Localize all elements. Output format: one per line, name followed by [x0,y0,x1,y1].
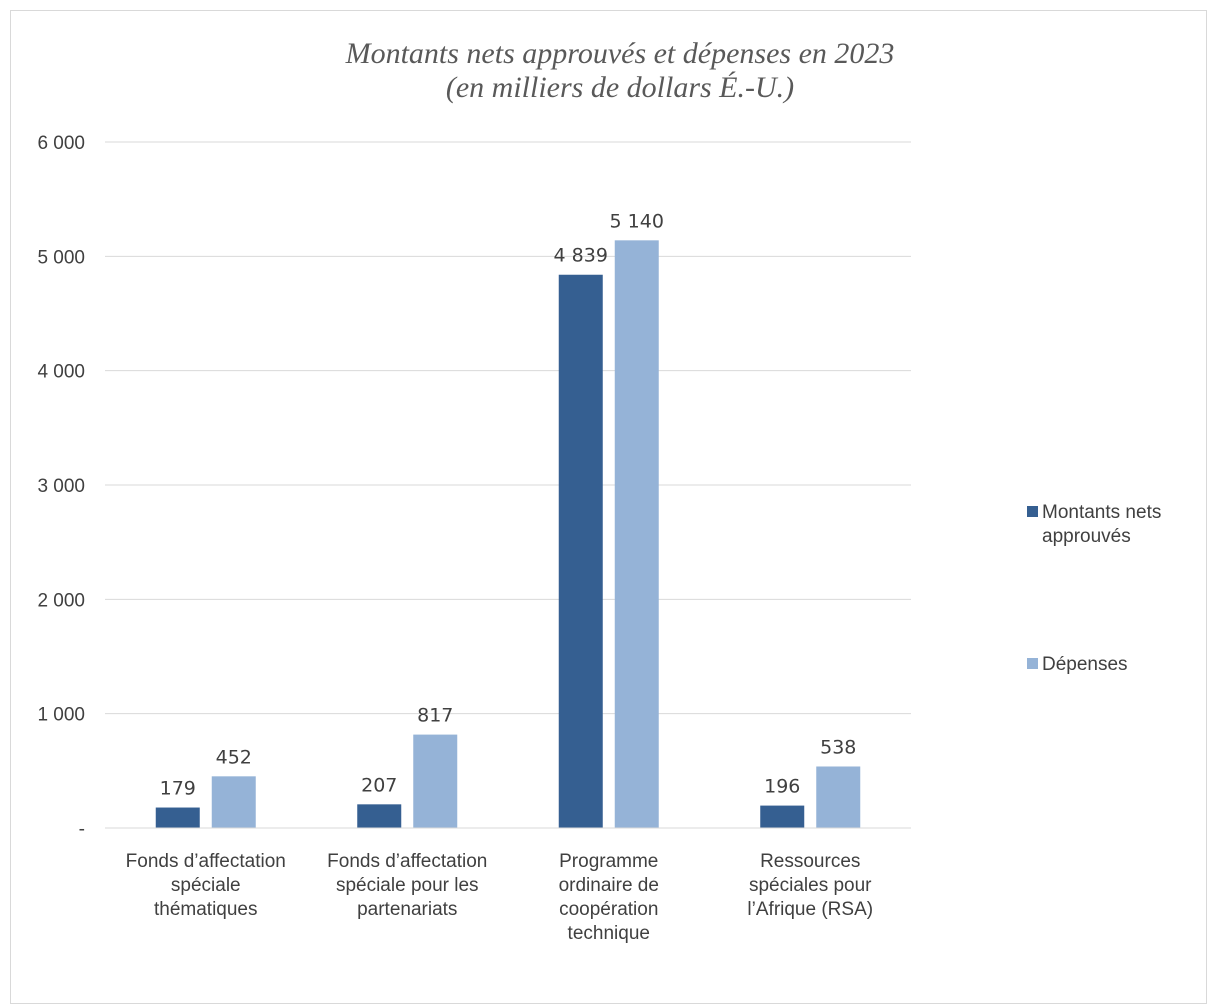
category-label: ordinaire de [559,875,659,896]
bar [760,805,805,828]
data-label: 4 839 [554,245,608,267]
y-tick-label: 4 000 [37,362,85,383]
y-tick-label: 6 000 [37,133,85,154]
data-label: 538 [820,736,856,758]
bar [816,766,861,828]
chart-title: Montants nets approuvés et dépenses en 2… [345,37,895,104]
y-tick-label: - [79,819,85,840]
legend-label: Dépenses [1042,654,1128,675]
bars [155,240,861,829]
bar [211,776,256,828]
legend-label: Montants nets [1042,502,1161,523]
category-label: thématiques [154,899,258,920]
data-label: 5 140 [610,210,664,232]
category-label: spéciale [171,875,241,896]
data-label: 452 [216,746,252,768]
legend-label: approuvés [1042,526,1131,547]
category-label: partenariats [357,899,457,920]
y-tick-label: 1 000 [37,705,85,726]
legend-swatch [1027,658,1038,669]
bar [558,274,603,829]
y-tick-label: 3 000 [37,476,85,497]
bar [614,240,659,828]
bar [155,807,200,828]
data-label: 207 [361,774,397,796]
category-label: Programme [559,851,658,872]
bar [357,804,402,828]
category-label: technique [568,923,650,944]
category-label: spéciales pour [749,875,872,896]
category-label: coopération [559,899,658,920]
legend-item[interactable]: Montants nets approuvés [1027,502,1161,547]
chart-title-line: (en milliers de dollars É.-U.) [446,71,794,104]
category-label: spéciale pour les [336,875,479,896]
data-label: 179 [160,778,196,800]
bar [413,734,458,828]
legend-item[interactable]: Dépenses [1027,654,1128,675]
category-labels: Fonds d’affectation spéciale thématiques Fo… [126,851,873,944]
y-tick-label: 2 000 [37,590,85,611]
legend[interactable]: Montants nets approuvés Dépenses [1027,502,1161,675]
legend-swatch [1027,506,1038,517]
data-label: 196 [764,776,800,798]
category-label: Ressources [760,851,860,872]
bar-chart: Montants nets approuvés et dépenses en 2… [37,37,1161,944]
chart-frame: Montants nets approuvés et dépenses en 2… [10,10,1207,1004]
category-label: Fonds d’affectation [327,851,487,872]
y-tick-label: 5 000 [37,247,85,268]
chart-title-line: Montants nets approuvés et dépenses en 2… [345,37,895,70]
category-label: l’Afrique (RSA) [747,899,873,920]
category-label: Fonds d’affectation [126,851,286,872]
gridlines [105,141,911,715]
y-axis-ticks: - 1 000 2 000 3 000 4 000 5 000 6 000 [37,133,85,840]
data-label: 817 [417,705,453,727]
